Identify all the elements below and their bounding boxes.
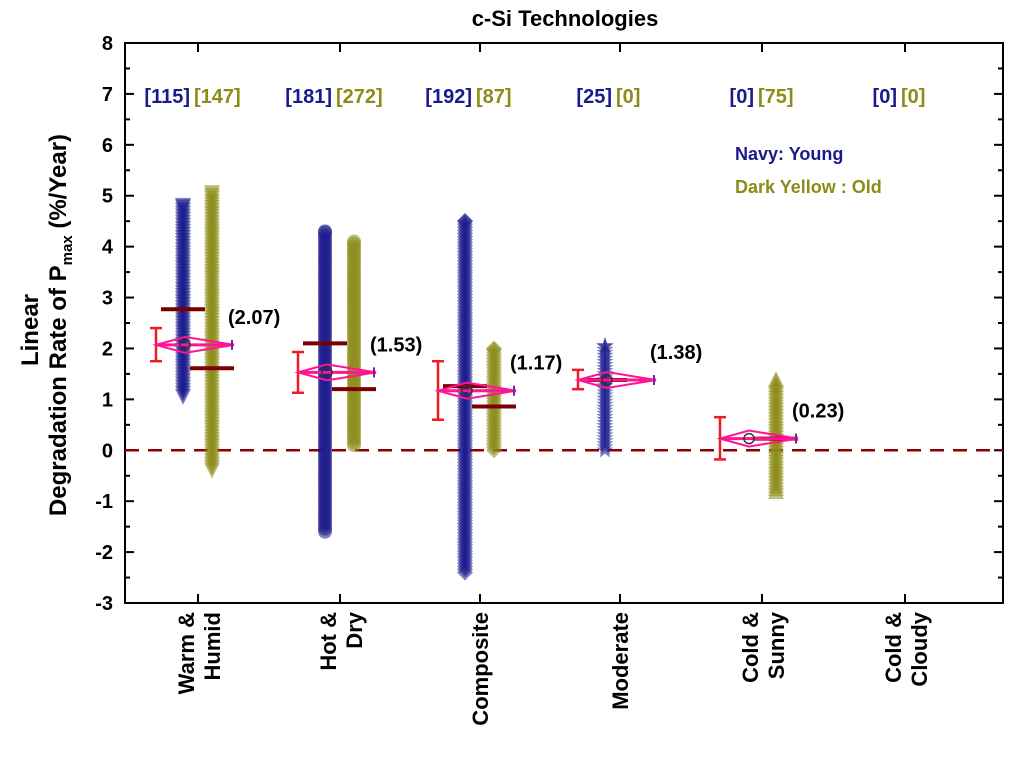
value-label: (1.38) xyxy=(650,342,702,364)
x-tick-label-line2: Dry xyxy=(342,611,367,648)
mean-circle xyxy=(321,366,333,379)
count-young: [0] xyxy=(873,86,897,108)
count-old: [75] xyxy=(758,86,794,108)
y-tick-label: 3 xyxy=(102,288,113,310)
x-tick-label-line1: Cold & xyxy=(738,612,763,683)
count-old: [87] xyxy=(476,86,512,108)
legend-young: Navy: Young xyxy=(735,144,843,164)
mean-diamond xyxy=(434,381,517,400)
count-old: [0] xyxy=(901,86,925,108)
count-young: [0] xyxy=(730,86,754,108)
count-young: [115] xyxy=(144,86,190,108)
chart-title: c-Si Technologies xyxy=(472,6,659,31)
y-axis-label-line1: Linear xyxy=(17,294,44,366)
count-young: [25] xyxy=(576,86,612,108)
count-young: [181] xyxy=(285,86,332,108)
value-label: (0.23) xyxy=(792,401,844,423)
x-tick-label-line1: Moderate xyxy=(608,612,633,710)
count-old: [272] xyxy=(336,86,383,108)
y-tick-label: 5 xyxy=(102,186,113,208)
mean-circle xyxy=(601,374,613,386)
y-tick-label: -1 xyxy=(95,491,113,513)
x-tick-label-group: Hot & Dry xyxy=(316,611,367,670)
young-point xyxy=(175,197,191,214)
old-point xyxy=(347,234,361,249)
x-tick-label-group: Composite xyxy=(468,612,493,726)
x-tick-label-line2: Humid xyxy=(200,612,225,680)
old-point xyxy=(204,185,220,202)
x-tick-label-line1: Cold & xyxy=(881,612,906,683)
y-tick-label: -3 xyxy=(95,593,113,615)
mean-circle xyxy=(743,432,755,445)
x-tick-label-line1: Warm & xyxy=(174,612,199,694)
young-point xyxy=(318,224,332,239)
x-tick-label-group: Cold & Sunny xyxy=(738,611,789,683)
mean-circle xyxy=(179,339,191,351)
y-tick-label: 0 xyxy=(102,440,113,462)
count-young: [192] xyxy=(425,86,472,108)
x-tick-label-line2: Cloudy xyxy=(907,611,932,686)
x-tick-label-line1: Hot & xyxy=(316,612,341,671)
mean-diamond xyxy=(294,363,377,382)
value-label: (2.07) xyxy=(228,307,280,329)
x-tick-label-group: Warm & Humid xyxy=(174,612,225,694)
x-tick-label-group: Cold & Cloudy xyxy=(881,611,932,686)
y-tick-label: 6 xyxy=(102,135,113,157)
mean-diamond xyxy=(152,335,235,354)
y-tick-label: 2 xyxy=(102,338,113,360)
y-axis-label-line2: Degradation Rate of Pmax (%/Year) xyxy=(45,134,76,516)
count-old: [147] xyxy=(194,86,241,108)
value-label: (1.53) xyxy=(370,334,422,356)
y-tick-label: 1 xyxy=(102,389,113,411)
young-point xyxy=(457,213,473,230)
y-tick-label: 8 xyxy=(102,33,113,55)
mean-diamond xyxy=(574,370,657,390)
mean-circle xyxy=(461,384,473,397)
x-tick-label-line1: Composite xyxy=(468,612,493,726)
old-point xyxy=(768,371,784,387)
x-tick-label-line2: Sunny xyxy=(764,611,789,679)
value-label: (1.17) xyxy=(510,353,562,375)
x-tick-label-group: Moderate xyxy=(608,612,633,710)
count-old: [0] xyxy=(616,86,640,108)
legend-old: Dark Yellow : Old xyxy=(735,177,882,197)
mean-diamond xyxy=(716,429,799,448)
old-point xyxy=(486,340,502,357)
y-tick-label: 4 xyxy=(102,237,114,259)
y-tick-label: -2 xyxy=(95,542,113,564)
y-tick-label: 7 xyxy=(102,84,113,106)
young-point xyxy=(596,336,614,354)
